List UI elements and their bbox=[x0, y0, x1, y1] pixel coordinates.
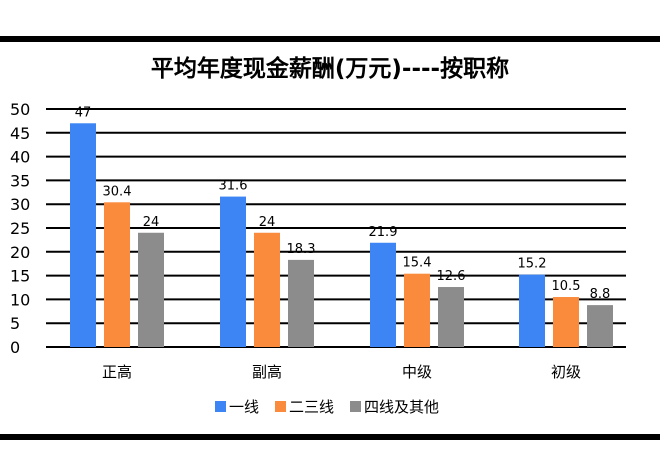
data-label: 15.2 bbox=[518, 257, 547, 272]
legend-swatch bbox=[275, 401, 286, 412]
bar bbox=[519, 274, 545, 347]
x-tick-label: 初级 bbox=[551, 363, 581, 381]
bar bbox=[70, 123, 96, 347]
bar bbox=[138, 232, 164, 347]
bar bbox=[587, 305, 613, 347]
x-tick-label: 副高 bbox=[252, 363, 282, 381]
data-label: 24 bbox=[143, 215, 160, 230]
y-tick-label: 15 bbox=[10, 267, 30, 286]
data-label: 10.5 bbox=[552, 279, 581, 294]
bars bbox=[70, 123, 613, 347]
bar bbox=[220, 196, 246, 347]
top-rule bbox=[0, 36, 660, 42]
data-label: 21.9 bbox=[369, 225, 398, 240]
bar bbox=[404, 273, 430, 347]
bar bbox=[288, 259, 314, 347]
data-label: 15.4 bbox=[403, 256, 432, 271]
bar bbox=[254, 232, 280, 347]
y-tick-label: 5 bbox=[10, 314, 20, 333]
legend-swatch bbox=[215, 401, 226, 412]
legend-label: 一线 bbox=[229, 398, 259, 416]
y-axis: 0 5 10 15 20 25 30 35 40 45 50 bbox=[10, 100, 30, 357]
y-tick-label: 20 bbox=[10, 243, 30, 262]
legend-swatch bbox=[350, 401, 361, 412]
data-label: 18.3 bbox=[287, 242, 316, 257]
data-label: 30.4 bbox=[103, 184, 132, 199]
y-tick-label: 30 bbox=[10, 195, 30, 214]
bar bbox=[104, 202, 130, 347]
bar bbox=[370, 242, 396, 347]
bar bbox=[438, 287, 464, 347]
bar bbox=[553, 297, 579, 347]
y-tick-label: 35 bbox=[10, 171, 30, 190]
y-tick-label: 10 bbox=[10, 290, 30, 309]
x-tick-label: 正高 bbox=[102, 363, 132, 381]
y-tick-label: 40 bbox=[10, 148, 30, 167]
data-label: 31.6 bbox=[219, 179, 248, 194]
data-label: 24 bbox=[259, 215, 276, 230]
y-tick-label: 50 bbox=[10, 100, 30, 119]
data-label: 47 bbox=[75, 105, 92, 120]
legend: 一线 二三线 四线及其他 bbox=[215, 398, 439, 416]
legend-label: 二三线 bbox=[289, 398, 334, 416]
y-tick-label: 45 bbox=[10, 124, 30, 143]
legend-label: 四线及其他 bbox=[364, 398, 439, 416]
x-axis: 正高 副高 中级 初级 bbox=[102, 363, 581, 381]
chart-title: 平均年度现金薪酬(万元)----按职称 bbox=[151, 55, 509, 82]
data-labels: 47 30.4 24 31.6 24 18.3 21.9 15.4 12.6 15.2 10.5 8.… bbox=[75, 105, 611, 302]
bottom-rule bbox=[0, 434, 660, 440]
y-tick-label: 25 bbox=[10, 219, 30, 238]
y-tick-label: 0 bbox=[10, 338, 20, 357]
x-tick-label: 中级 bbox=[402, 363, 432, 381]
data-label: 8.8 bbox=[590, 287, 611, 302]
data-label: 12.6 bbox=[437, 269, 466, 284]
